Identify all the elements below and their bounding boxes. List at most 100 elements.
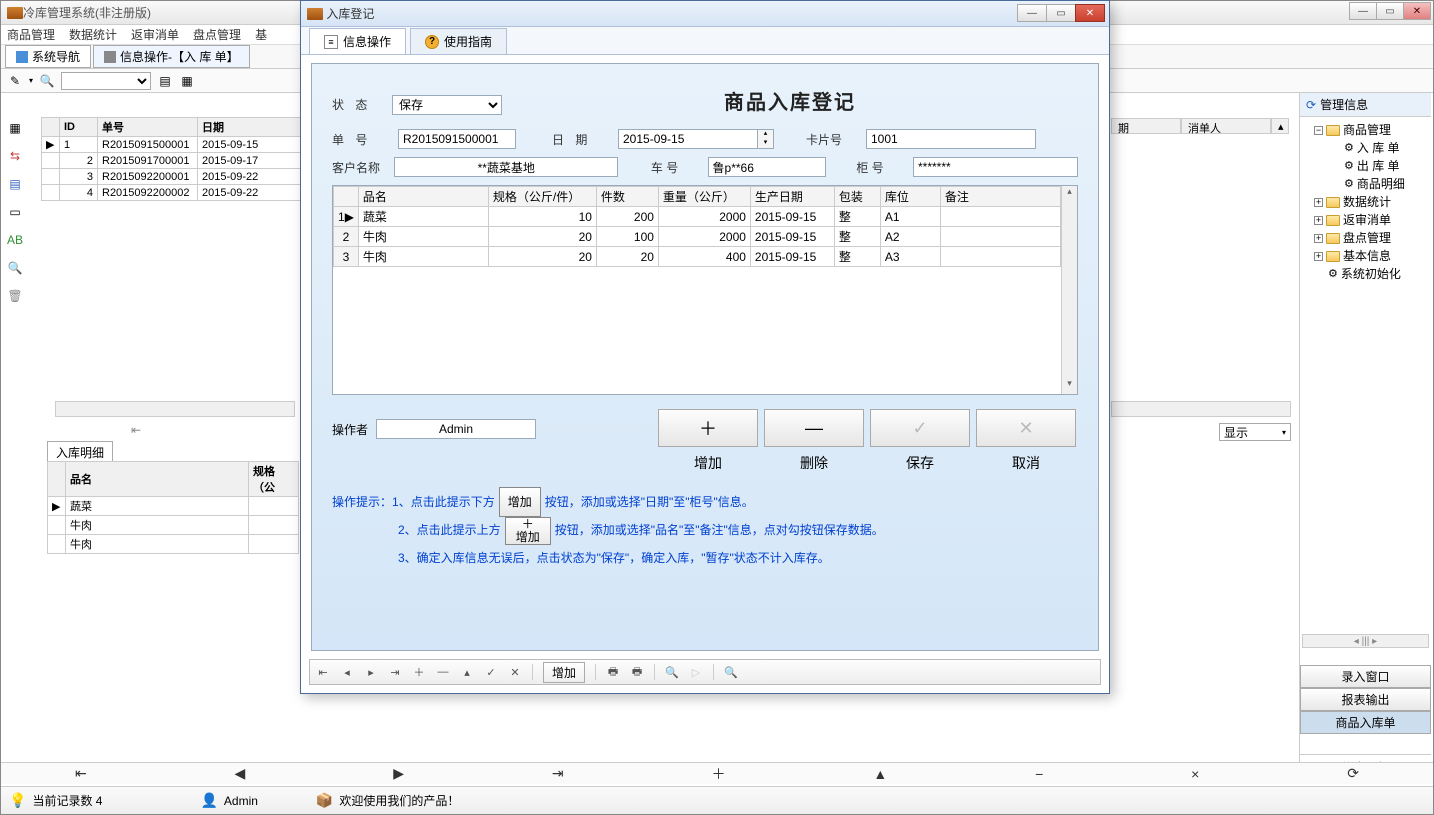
nav-last[interactable]: ⇥: [552, 765, 564, 782]
tree-item[interactable]: +基本信息: [1302, 247, 1429, 265]
menu-stats[interactable]: 数据统计: [69, 26, 117, 43]
table-row[interactable]: 2R20150917000012015-09-17: [42, 153, 301, 169]
input-date[interactable]: [618, 129, 758, 149]
left-icon-1[interactable]: ▦: [5, 119, 25, 137]
table-row[interactable]: 牛肉: [48, 535, 299, 554]
table-row[interactable]: 牛肉: [48, 516, 299, 535]
show-dropdown[interactable]: 显示▾: [1219, 423, 1291, 441]
btn-save[interactable]: ✓: [870, 409, 970, 447]
expand-icon[interactable]: +: [1314, 252, 1323, 261]
input-vehicle[interactable]: [708, 157, 826, 177]
nav-up[interactable]: ▲: [873, 766, 887, 782]
sb-next-icon[interactable]: ▸: [364, 666, 378, 679]
sb-up-icon[interactable]: ▴: [460, 666, 474, 679]
expand-icon[interactable]: +: [1314, 216, 1323, 225]
sb-print-icon[interactable]: 🖶: [606, 663, 620, 682]
nav-prev[interactable]: ◀: [235, 765, 246, 782]
btn-cancel[interactable]: ✕: [976, 409, 1076, 447]
expand-icon[interactable]: +: [1314, 234, 1323, 243]
expand-icon[interactable]: −: [1314, 126, 1323, 135]
minimize-button[interactable]: —: [1349, 2, 1377, 20]
menu-base[interactable]: 基: [255, 26, 267, 43]
bg-hscroll[interactable]: [55, 401, 295, 417]
btn-delete[interactable]: —: [764, 409, 864, 447]
input-customer[interactable]: [394, 157, 618, 177]
maximize-button[interactable]: ▭: [1376, 2, 1404, 20]
left-icon-6[interactable]: 🔍: [5, 259, 25, 277]
select-status[interactable]: 保存: [392, 95, 502, 115]
right-hscroll[interactable]: ◂ ||| ▸: [1302, 634, 1429, 648]
sb-check-icon[interactable]: ✓: [484, 666, 498, 679]
sb-add-button[interactable]: 增加: [543, 662, 585, 683]
tree-item[interactable]: ⚙商品明细: [1302, 175, 1429, 193]
menu-return[interactable]: 返审消单: [131, 26, 179, 43]
tab-info[interactable]: 信息操作-【入 库 单】: [93, 45, 250, 68]
dlg-close-button[interactable]: ✕: [1075, 4, 1105, 22]
input-operator[interactable]: [376, 419, 536, 439]
refresh-icon[interactable]: ⟳: [1306, 98, 1316, 112]
bg-detail-tab-btn[interactable]: 入库明细: [47, 441, 113, 463]
sb-preview-icon[interactable]: 🖶: [630, 663, 644, 682]
table-row[interactable]: ▶蔬菜: [48, 497, 299, 516]
sb-first-icon[interactable]: ⇤: [316, 666, 330, 679]
table-row[interactable]: 4R20150922000022015-09-22: [42, 185, 301, 201]
left-icon-4[interactable]: ▭: [5, 203, 25, 221]
table-row[interactable]: ▶1R20150915000012015-09-15: [42, 137, 301, 153]
search-icon[interactable]: 🔍: [39, 73, 55, 89]
btn-entry-window[interactable]: 录入窗口: [1300, 665, 1431, 688]
btn-add[interactable]: ＋: [658, 409, 758, 447]
menu-inventory[interactable]: 盘点管理: [193, 26, 241, 43]
sb-minus-icon[interactable]: —: [436, 666, 450, 678]
dialog-titlebar[interactable]: 入库登记 — ▭ ✕: [301, 1, 1109, 27]
nav-next[interactable]: ▶: [393, 765, 404, 782]
table-row[interactable]: 3R20150922000012015-09-22: [42, 169, 301, 185]
sb-zoom-icon[interactable]: 🔍: [665, 666, 679, 679]
nav-first[interactable]: ⇤: [75, 765, 87, 782]
sb-prev-icon[interactable]: ◂: [340, 666, 354, 679]
tool-icon-2[interactable]: ▦: [179, 73, 195, 89]
bg-hr-scroll-up[interactable]: ▴: [1271, 118, 1289, 134]
left-icon-5[interactable]: AB: [5, 231, 25, 249]
nav-add[interactable]: ＋: [711, 764, 725, 784]
date-spinner[interactable]: ▴▾: [758, 129, 774, 149]
tool-icon-1[interactable]: ▤: [157, 73, 173, 89]
edit-dropdown-icon[interactable]: ▾: [29, 76, 33, 85]
nav-cancel[interactable]: ×: [1191, 766, 1199, 782]
dlg-minimize-button[interactable]: —: [1017, 4, 1047, 22]
edit-icon[interactable]: ✎: [7, 73, 23, 89]
dlg-tab-info[interactable]: ≡信息操作: [309, 28, 406, 54]
close-button[interactable]: ✕: [1403, 2, 1431, 20]
input-docno[interactable]: [398, 129, 516, 149]
tree-item[interactable]: ⚙系统初始化: [1302, 265, 1429, 283]
input-cardno[interactable]: [866, 129, 1036, 149]
btn-inbound-doc[interactable]: 商品入库单: [1300, 711, 1431, 734]
left-icon-3[interactable]: ▤: [5, 175, 25, 193]
items-vscroll[interactable]: ▴▾: [1061, 186, 1077, 394]
tab-nav[interactable]: 系统导航: [5, 45, 91, 68]
bg-detail-table[interactable]: 品名规格（公 ▶蔬菜 牛肉 牛肉: [47, 461, 299, 554]
sb-search-icon[interactable]: 🔍: [724, 666, 738, 679]
dlg-tab-help[interactable]: ?使用指南: [410, 28, 507, 54]
sb-play-icon[interactable]: ▷: [689, 666, 703, 679]
bg-hscroll-right[interactable]: [1111, 401, 1291, 417]
tree-item[interactable]: ⚙出 库 单: [1302, 157, 1429, 175]
tree-item[interactable]: ⚙入 库 单: [1302, 139, 1429, 157]
sb-cancel-icon[interactable]: ✕: [508, 666, 522, 679]
dlg-maximize-button[interactable]: ▭: [1046, 4, 1076, 22]
tree-item[interactable]: +数据统计: [1302, 193, 1429, 211]
tree-item[interactable]: +盘点管理: [1302, 229, 1429, 247]
left-icon-2[interactable]: ⇆: [5, 147, 25, 165]
menu-product[interactable]: 商品管理: [7, 26, 55, 43]
btn-report-out[interactable]: 报表输出: [1300, 688, 1431, 711]
left-icon-7[interactable]: 🗑: [5, 287, 25, 305]
input-cabinet[interactable]: [913, 157, 1078, 177]
tip-add-btn[interactable]: 增加: [499, 487, 541, 517]
table-row[interactable]: 3牛肉20204002015-09-15整A3: [334, 247, 1061, 267]
nav-refresh[interactable]: ⟳: [1347, 765, 1359, 782]
items-table[interactable]: 品名 规格（公斤/件） 件数 重量（公斤） 生产日期 包装 库位 备注 1▶蔬菜…: [333, 186, 1061, 267]
table-row[interactable]: 1▶蔬菜1020020002015-09-15整A1: [334, 207, 1061, 227]
expand-icon[interactable]: +: [1314, 198, 1323, 207]
filter-dropdown[interactable]: [61, 72, 151, 90]
table-row[interactable]: 2牛肉2010020002015-09-15整A2: [334, 227, 1061, 247]
nav-minus[interactable]: −: [1035, 766, 1043, 782]
